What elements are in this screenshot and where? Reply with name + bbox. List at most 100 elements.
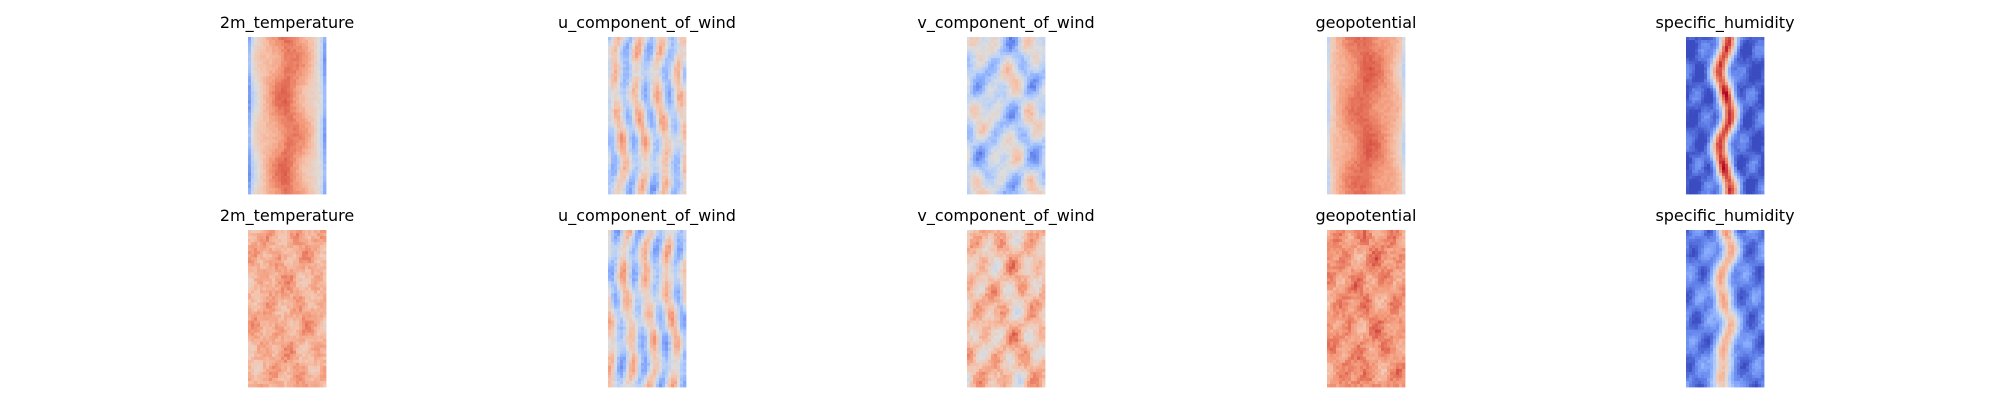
heatmap-cell	[982, 157, 986, 162]
heatmap-cell	[254, 73, 258, 77]
heatmap-cell	[979, 163, 983, 168]
heatmap-cell	[1336, 70, 1340, 74]
heatmap-cell	[317, 88, 321, 92]
heatmap-cell	[1387, 67, 1391, 71]
heatmap-cell	[680, 52, 684, 56]
heatmap-cell	[296, 148, 300, 153]
heatmap-cell	[293, 133, 297, 138]
heatmap-cell	[608, 40, 612, 44]
heatmap-cell	[967, 37, 971, 41]
heatmap-cell	[982, 97, 986, 101]
heatmap-cell	[314, 121, 318, 125]
heatmap-cell	[1357, 79, 1361, 83]
heatmap-cell	[254, 127, 258, 131]
heatmap-cell	[323, 127, 327, 131]
heatmap-cell	[1342, 115, 1346, 119]
heatmap-cell	[1369, 46, 1373, 50]
heatmap-cell	[248, 103, 252, 107]
heatmap-cell	[290, 118, 294, 122]
heatmap-cell	[967, 115, 971, 119]
heatmap-cell	[1396, 106, 1400, 110]
heatmap-cell	[299, 154, 303, 159]
heatmap-cell	[1366, 88, 1370, 92]
heatmap-cell	[1360, 115, 1364, 119]
heatmap-cell	[305, 70, 309, 74]
heatmap-cell	[967, 43, 971, 47]
heatmap-cell	[308, 139, 312, 144]
heatmap-cell	[1015, 175, 1019, 180]
heatmap-cell	[293, 151, 297, 156]
heatmap-cell	[1033, 109, 1037, 113]
heatmap-cell	[677, 97, 681, 101]
heatmap-cell	[1342, 58, 1346, 62]
heatmap-cell	[1039, 37, 1043, 41]
heatmap-cell	[677, 142, 681, 147]
heatmap-cell	[1327, 55, 1331, 59]
heatmap-cell	[296, 40, 300, 44]
heatmap-cell	[665, 142, 669, 147]
heatmap-cell	[617, 43, 621, 47]
heatmap-cell	[1375, 52, 1379, 56]
heatmap-cell	[299, 91, 303, 95]
heatmap-cell	[982, 67, 986, 71]
heatmap-cell	[1369, 43, 1373, 47]
heatmap-cell	[608, 82, 612, 86]
heatmap-cell	[269, 97, 273, 101]
heatmap-cell	[1039, 94, 1043, 98]
heatmap-cell	[976, 151, 980, 156]
heatmap-cell	[1390, 124, 1394, 128]
heatmap-cell	[1021, 145, 1025, 150]
heatmap-cell	[614, 73, 618, 77]
heatmap-cell	[1033, 160, 1037, 165]
heatmap-cell	[653, 172, 657, 177]
heatmap-cell	[1333, 142, 1337, 147]
heatmap-cell	[653, 61, 657, 65]
heatmap-cell	[308, 82, 312, 86]
heatmap-cell	[1036, 115, 1040, 119]
heatmap-cell	[272, 148, 276, 153]
heatmap-cell	[979, 40, 983, 44]
heatmap-cell	[1009, 142, 1013, 147]
heatmap-cell	[305, 175, 309, 180]
heatmap-cell	[608, 58, 612, 62]
heatmap-cell	[1336, 133, 1340, 138]
heatmap-cell	[677, 190, 681, 195]
heatmap-cell	[1378, 76, 1382, 80]
heatmap-cell	[1333, 94, 1337, 98]
heatmap-cell	[671, 148, 675, 153]
heatmap-cell	[257, 172, 261, 177]
heatmap-cell	[1015, 142, 1019, 147]
heatmap-cell	[260, 64, 264, 68]
heatmap-cell	[611, 133, 615, 138]
heatmap-cell	[632, 121, 636, 125]
heatmap-cell	[260, 139, 264, 144]
heatmap-cell	[281, 148, 285, 153]
heatmap-cell	[626, 118, 630, 122]
heatmap-cell	[260, 118, 264, 122]
heatmap-cell	[976, 145, 980, 150]
heatmap-cell	[662, 64, 666, 68]
heatmap-cell	[1003, 79, 1007, 83]
heatmap-cell	[1018, 61, 1022, 65]
heatmap-cell	[659, 103, 663, 107]
heatmap-cell	[674, 49, 678, 53]
heatmap-cell	[317, 157, 321, 162]
heatmap-cell	[644, 112, 648, 116]
heatmap-cell	[284, 43, 288, 47]
heatmap-cell	[263, 133, 267, 138]
heatmap-cell	[988, 106, 992, 110]
heatmap-cell	[668, 58, 672, 62]
heatmap-cell	[275, 163, 279, 168]
heatmap-cell	[266, 70, 270, 74]
heatmap-cell	[635, 124, 639, 128]
heatmap-cell	[1003, 151, 1007, 156]
heatmap-cell	[1378, 118, 1382, 122]
heatmap-cell	[1024, 157, 1028, 162]
heatmap-cell	[272, 94, 276, 98]
heatmap-cell	[671, 118, 675, 122]
heatmap-cell	[320, 82, 324, 86]
heatmap-cell	[1027, 115, 1031, 119]
heatmap-cell	[1348, 82, 1352, 86]
heatmap-cell	[988, 148, 992, 153]
heatmap-cell	[662, 178, 666, 183]
